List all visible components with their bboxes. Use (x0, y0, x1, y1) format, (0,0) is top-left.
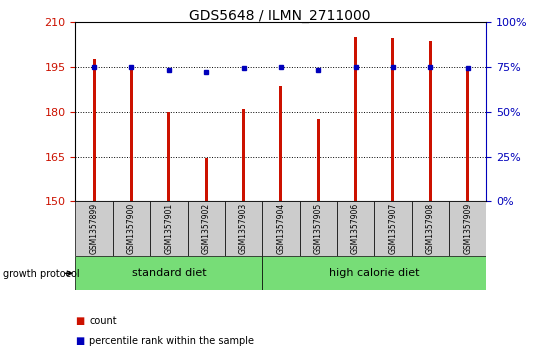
Bar (262, 256, 486, 290)
Bar (337, 201, 375, 256)
Text: GSM1357901: GSM1357901 (164, 203, 173, 254)
Bar (75, 201, 113, 256)
Bar (411, 201, 449, 256)
Text: GSM1357907: GSM1357907 (389, 203, 397, 254)
Text: growth protocol: growth protocol (3, 269, 79, 279)
Bar (317, 119, 320, 201)
Bar (449, 201, 486, 256)
Bar (391, 38, 395, 201)
Bar (167, 112, 170, 201)
Text: count: count (89, 316, 117, 326)
Bar (354, 37, 357, 201)
Bar (187, 201, 225, 256)
Bar (225, 201, 262, 256)
Text: GSM1357900: GSM1357900 (127, 203, 136, 254)
Text: ■: ■ (75, 316, 85, 326)
Bar (280, 86, 282, 201)
Bar (262, 201, 300, 256)
Text: GDS5648 / ILMN_2711000: GDS5648 / ILMN_2711000 (189, 9, 370, 23)
Bar (242, 109, 245, 201)
Text: ■: ■ (75, 336, 85, 346)
Bar (150, 201, 187, 256)
Text: GSM1357905: GSM1357905 (314, 203, 323, 254)
Bar (93, 59, 96, 201)
Bar (75, 256, 262, 290)
Text: GSM1357909: GSM1357909 (463, 203, 472, 254)
Bar (130, 65, 133, 201)
Text: percentile rank within the sample: percentile rank within the sample (89, 336, 254, 346)
Bar (205, 158, 208, 201)
Text: GSM1357904: GSM1357904 (276, 203, 286, 254)
Text: GSM1357902: GSM1357902 (202, 203, 211, 254)
Text: GSM1357908: GSM1357908 (426, 203, 435, 254)
Bar (300, 201, 337, 256)
Bar (466, 68, 469, 201)
Text: standard diet: standard diet (131, 268, 206, 278)
Bar (113, 201, 150, 256)
Bar (375, 201, 411, 256)
Text: GSM1357899: GSM1357899 (89, 203, 98, 254)
Text: GSM1357906: GSM1357906 (351, 203, 360, 254)
Bar (429, 41, 432, 201)
Text: high calorie diet: high calorie diet (329, 268, 419, 278)
Text: GSM1357903: GSM1357903 (239, 203, 248, 254)
